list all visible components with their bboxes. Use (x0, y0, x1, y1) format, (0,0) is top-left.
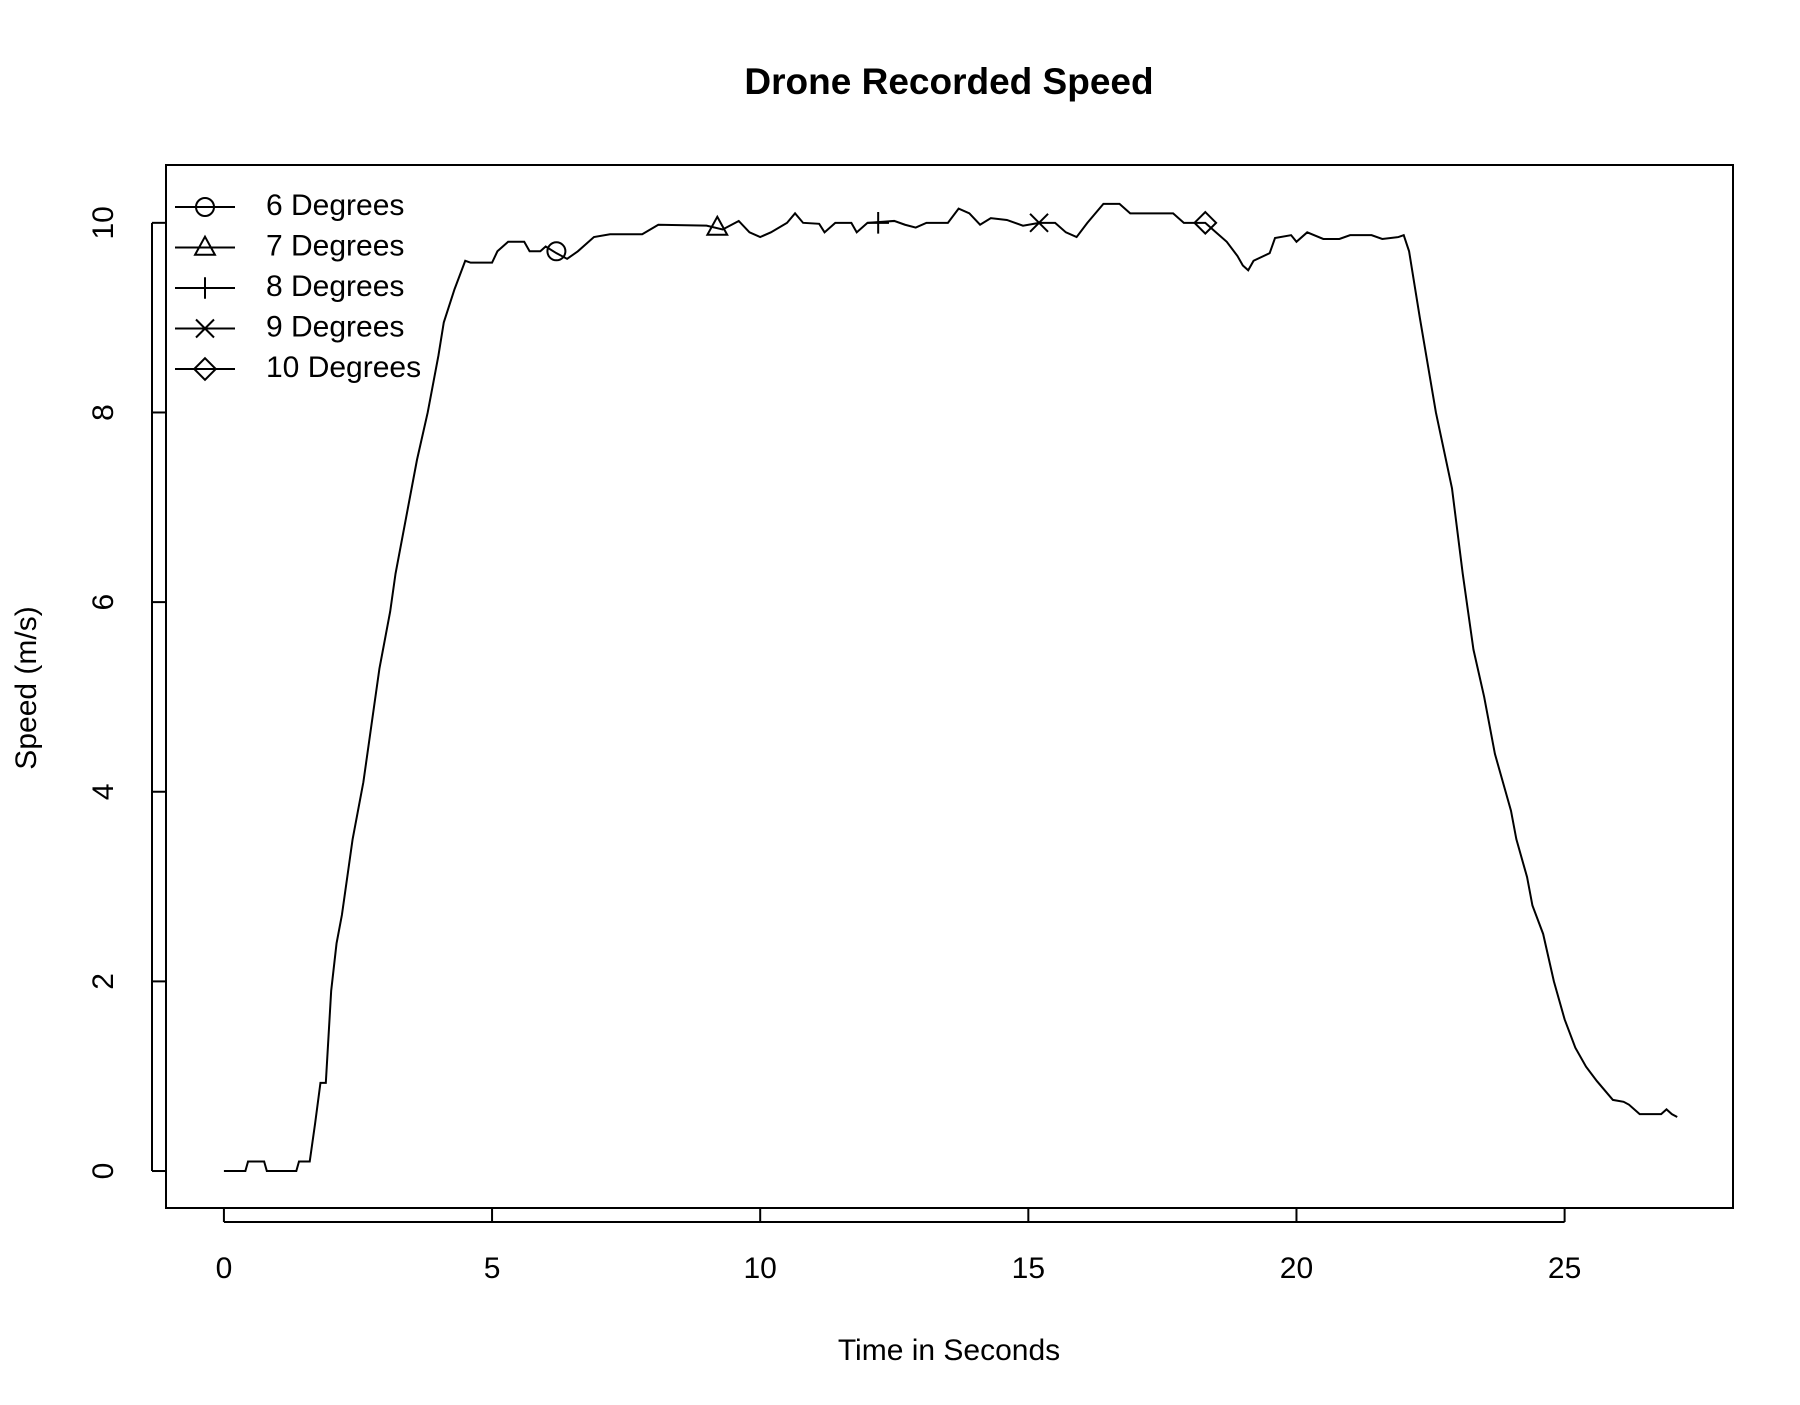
y-tick-label: 2 (87, 973, 120, 990)
legend-marker (195, 318, 215, 339)
legend-label: 10 Degrees (266, 351, 421, 384)
marker (1029, 213, 1049, 233)
legend-label: 8 Degrees (266, 270, 404, 303)
x-tick-label: 15 (1012, 1252, 1045, 1285)
legend-marker (194, 277, 216, 299)
marker (546, 241, 567, 262)
legend-label: 7 Degrees (266, 229, 404, 262)
legend-marker (195, 197, 215, 217)
marker (867, 212, 889, 234)
x-tick-label: 0 (216, 1252, 233, 1285)
legend-label: 9 Degrees (266, 310, 404, 343)
chart-title: Drone Recorded Speed (744, 61, 1153, 102)
marker (705, 214, 729, 236)
y-tick-label: 8 (87, 404, 120, 421)
marker (1193, 210, 1218, 236)
y-tick-label: 6 (87, 594, 120, 611)
y-tick-label: 10 (87, 206, 120, 239)
x-tick-label: 10 (744, 1252, 777, 1285)
x-tick-label: 25 (1548, 1252, 1581, 1285)
speed-line (223, 202, 1678, 1173)
y-axis-label: Speed (m/s) (10, 606, 43, 769)
x-tick-label: 5 (484, 1252, 501, 1285)
x-axis-label: Time in Seconds (838, 1334, 1060, 1367)
plot-frame (165, 164, 1734, 1209)
legend-marker (193, 234, 217, 256)
y-tick-label: 0 (87, 1163, 120, 1180)
x-tick-label: 20 (1280, 1252, 1313, 1285)
y-tick-label: 4 (87, 783, 120, 800)
legend-marker (192, 356, 218, 382)
legend-label: 6 Degrees (266, 189, 404, 222)
